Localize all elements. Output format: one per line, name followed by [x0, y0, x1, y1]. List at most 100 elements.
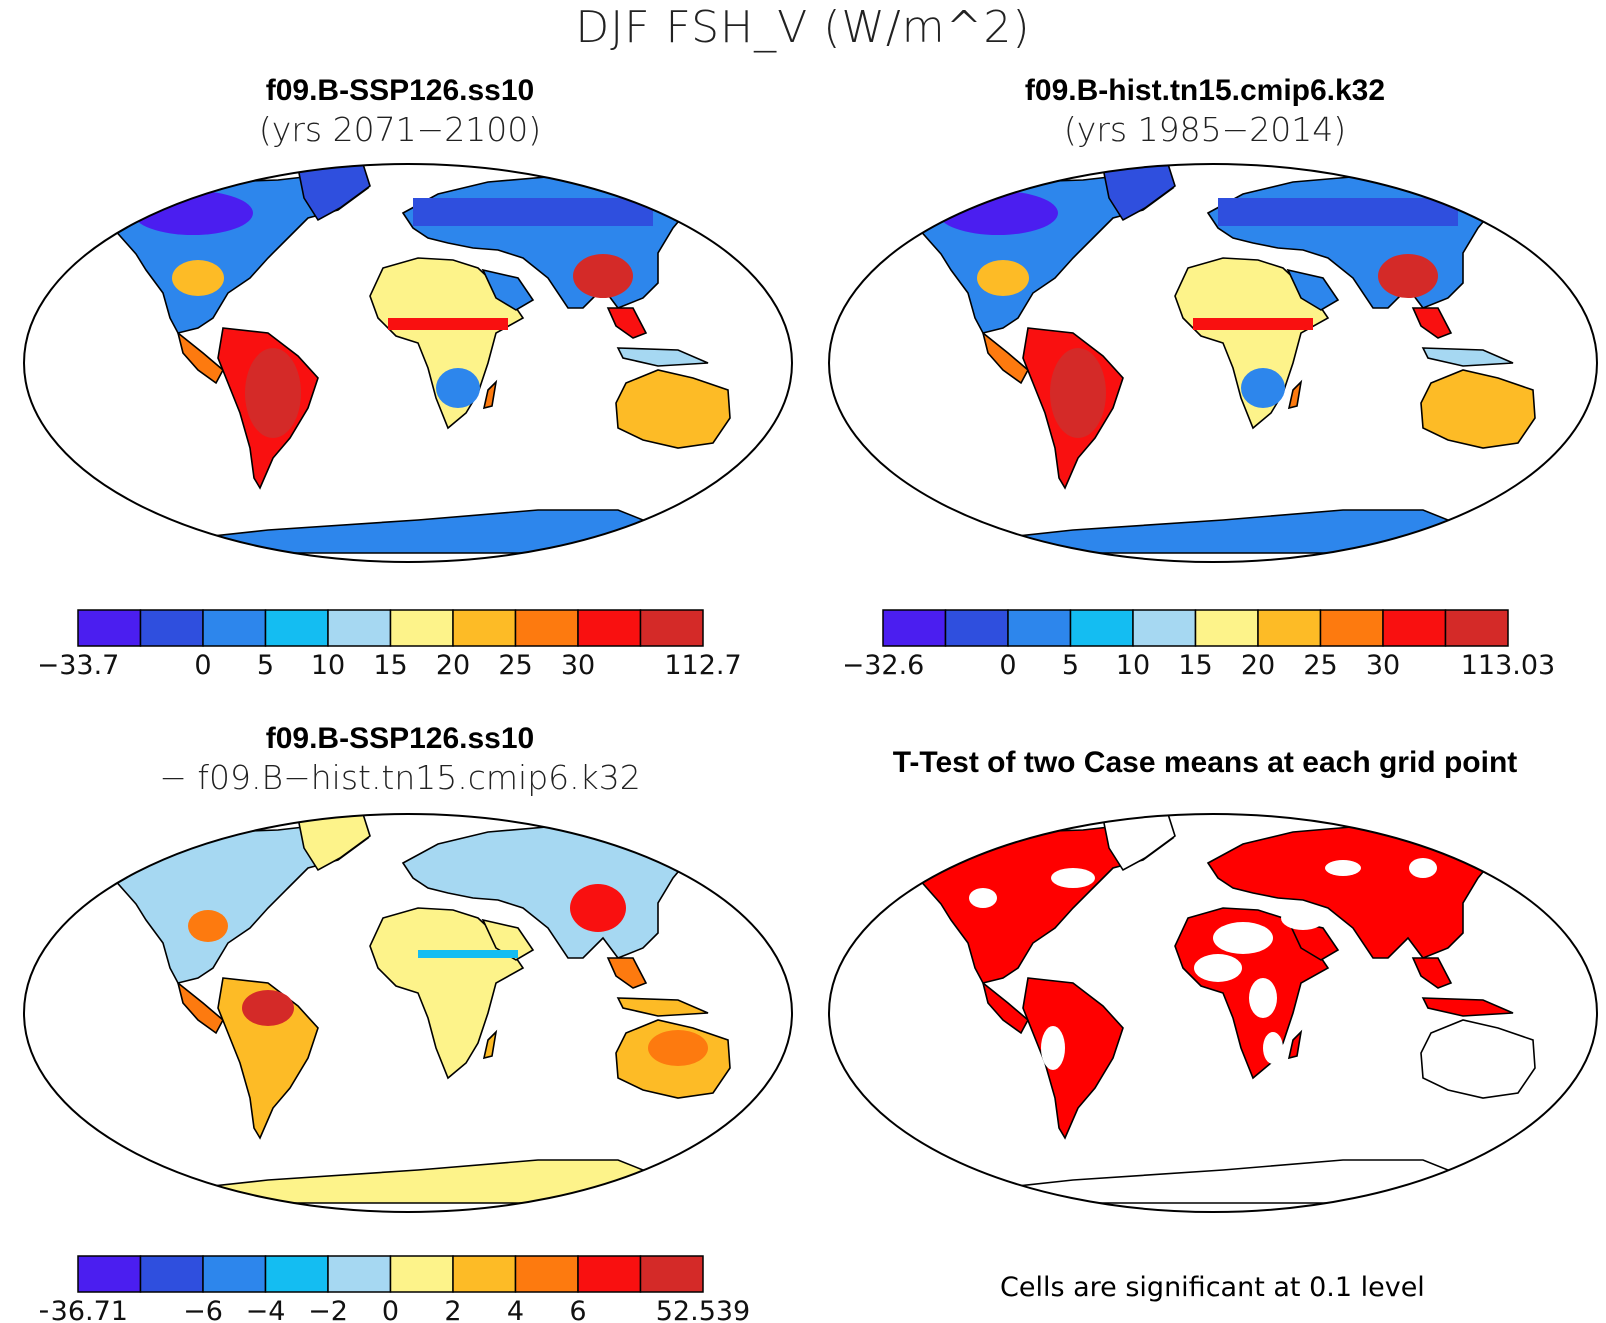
map-diff-content	[23, 813, 793, 1213]
colorbar-hist-swatch-9	[1444, 609, 1509, 647]
landmass-greenland	[297, 164, 371, 222]
colorbar-hist-swatch-4	[1132, 609, 1197, 647]
hotspot-usa	[977, 260, 1029, 296]
colorbar-diff-swatch-3	[264, 1255, 329, 1293]
coolspot-safrica	[436, 368, 480, 408]
map-ttest	[828, 813, 1598, 1213]
colorbar-hist: −32.6 0 5 10 15 20 25 30 113.03	[845, 609, 1555, 681]
landmass-samerica	[1022, 977, 1124, 1140]
landmass-antarctica	[146, 509, 685, 554]
nonsig-patch-4	[1041, 1026, 1065, 1070]
figure-title: DJF FSH_V (W/m^2)	[575, 2, 1031, 53]
significance-note: Cells are significant at 0.1 level	[1000, 1272, 1425, 1303]
hotspot-amazon	[242, 990, 294, 1026]
landmass-seasia	[1411, 957, 1453, 989]
panel-ttest-title: T-Test of two Case means at each grid po…	[892, 746, 1518, 779]
landmass-arabia	[1286, 268, 1340, 311]
colorbar-hist-swatch-5	[1194, 609, 1259, 647]
hotspot-usa	[172, 260, 224, 296]
landmass-madagascar	[1287, 379, 1303, 410]
colorbar-ssp126-tick-label-7: 25	[498, 650, 532, 681]
hotspot-china	[1378, 254, 1438, 298]
colorbar-diff-swatch-4	[327, 1255, 392, 1293]
coolspot-siberia	[1218, 198, 1458, 226]
landmass-camerica	[981, 330, 1030, 385]
map-ssp126	[23, 163, 793, 563]
landmass-madagascar	[482, 379, 498, 410]
panel-ssp126-title: f09.B-SSP126.ss10	[265, 74, 535, 107]
colorbar-ssp126-tick-label-6: 20	[436, 650, 470, 681]
panel-diff-title: f09.B-SSP126.ss10	[265, 722, 535, 755]
colorbar-diff-tick-label-2: −6	[183, 1296, 223, 1323]
map-diff	[23, 813, 793, 1213]
landmass-greenland	[1102, 814, 1176, 872]
colorbar-hist-content: −32.6 0 5 10 15 20 25 30 113.03	[845, 609, 1555, 681]
colorbar-ssp126-swatch-2	[202, 609, 267, 647]
colorbar-diff-tick-label-7: 4	[507, 1296, 524, 1323]
colorbar-hist-tick-label-2: 0	[999, 650, 1016, 681]
coolspot-siberia	[413, 198, 653, 226]
coolspot-safrica	[1241, 368, 1285, 408]
landmass-antarctica	[951, 1159, 1490, 1204]
nonsig-patch-8	[1325, 860, 1361, 876]
colorbar-ssp126-swatch-8	[577, 609, 642, 647]
colorbar-diff-content: −36.71 −6 −4 −2 0 2 4 6 52.539	[40, 1255, 750, 1323]
colorbar-ssp126-tick-label-0: −33.7	[40, 650, 119, 681]
colorbar-ssp126: −33.7 0 5 10 15 20 25 30 112.7	[40, 609, 742, 681]
map-ssp126-content	[23, 163, 793, 563]
colorbar-diff-tick-label-8: 6	[569, 1296, 586, 1323]
colorbar-ssp126-swatch-9	[639, 609, 704, 647]
landmass-antarctica	[951, 509, 1490, 554]
map-frame	[23, 163, 793, 563]
hotspot-usa	[188, 910, 228, 942]
colorbar-ssp126-content: −33.7 0 5 10 15 20 25 30 112.7	[40, 609, 742, 681]
map-hist-content	[828, 163, 1598, 563]
nonsig-patch-9	[1409, 858, 1437, 878]
nonsig-patch-7	[969, 888, 997, 908]
colorbar-diff-swatch-0	[77, 1255, 142, 1293]
colorbar-ssp126-swatch-5	[389, 609, 454, 647]
landmass-indonesia	[1421, 997, 1514, 1017]
colorbar-ssp126-tick-label-3: 5	[257, 650, 274, 681]
colorbar-diff-tick-label-5: 0	[382, 1296, 399, 1323]
colorbar-hist-swatch-6	[1257, 609, 1322, 647]
colorbar-ssp126-tick-label-10: 112.7	[664, 650, 741, 681]
colorbar-diff-tick-label-3: −4	[246, 1296, 286, 1323]
colorbar-diff-tick-label-0: −36.71	[40, 1296, 128, 1323]
nonsig-patch-2	[1194, 954, 1242, 982]
landmass-seasia	[606, 957, 648, 989]
panel-hist-subtitle: (yrs 1985−2014)	[1063, 110, 1347, 149]
landmass-camerica	[176, 330, 225, 385]
map-ttest-content	[828, 813, 1598, 1213]
colorbar-diff-tick-label-10: 52.539	[656, 1296, 750, 1323]
landmass-madagascar	[482, 1029, 498, 1060]
map-frame	[828, 813, 1598, 1213]
colorbar-diff-swatch-9	[639, 1255, 704, 1293]
map-hist	[828, 163, 1598, 563]
landmass-camerica	[176, 980, 225, 1035]
colorbar-hist-tick-label-4: 10	[1116, 650, 1150, 681]
landmass-antarctica	[146, 1159, 685, 1204]
landmass-indonesia	[616, 997, 709, 1017]
landmass-samerica	[217, 977, 319, 1140]
colorbar-ssp126-tick-label-8: 30	[561, 650, 595, 681]
panel-diff-subtitle: − f09.B−hist.tn15.cmip6.k32	[159, 758, 641, 797]
landmass-indonesia	[616, 347, 709, 367]
colorbar-diff-tick-label-6: 2	[444, 1296, 461, 1323]
hotspot-china	[570, 884, 626, 932]
landmass-greenland	[1102, 164, 1176, 222]
map-frame	[828, 163, 1598, 563]
colorbar-ssp126-tick-label-4: 10	[311, 650, 345, 681]
landmass-camerica	[981, 980, 1030, 1035]
colorbar-hist-swatch-2	[1007, 609, 1072, 647]
colorbar-diff-swatch-6	[452, 1255, 517, 1293]
landmass-namerica	[916, 821, 1175, 984]
colorbar-ssp126-swatch-6	[452, 609, 517, 647]
colorbar-ssp126-swatch-4	[327, 609, 392, 647]
colorbar-hist-swatch-0	[882, 609, 947, 647]
nonsig-patch-5	[1423, 1036, 1503, 1080]
coolspot-sahel	[418, 950, 518, 958]
colorbar-hist-tick-label-10: 113.03	[1461, 650, 1555, 681]
colorbar-diff-tick-label-4: −2	[308, 1296, 348, 1323]
panel-ssp126-subtitle: (yrs 2071−2100)	[258, 110, 542, 149]
